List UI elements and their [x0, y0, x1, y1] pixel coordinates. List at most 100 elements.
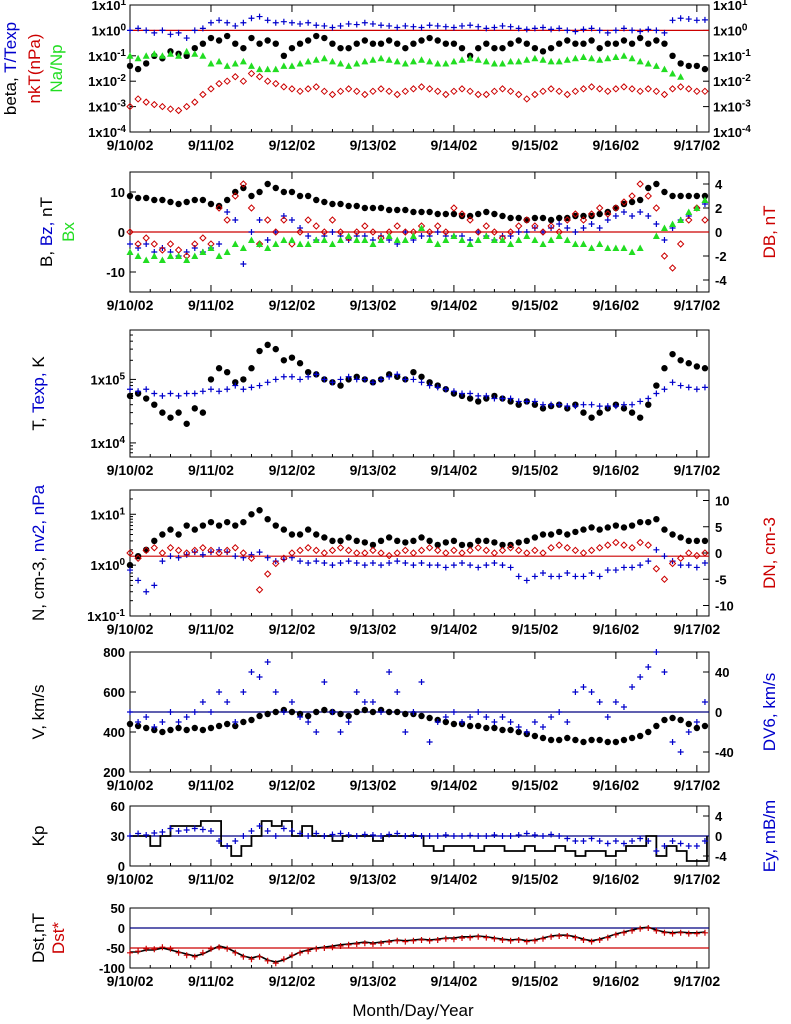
data-point-plus	[612, 403, 619, 410]
data-point-plus	[701, 384, 708, 391]
data-point-dot	[515, 539, 522, 546]
data-point-dot	[442, 40, 450, 47]
x-tick-label: 9/13/02	[350, 137, 397, 153]
data-point-plus	[280, 825, 287, 832]
data-point-plus	[305, 948, 312, 955]
data-point-dot	[142, 194, 150, 202]
data-point-plus	[280, 709, 287, 715]
data-point-dot	[126, 62, 134, 70]
data-point-diamond	[425, 544, 434, 552]
data-point-dot	[653, 722, 660, 730]
y-tick-label-left: -10	[106, 265, 125, 280]
data-point-plus	[378, 22, 385, 29]
data-point-dot	[207, 200, 215, 208]
data-point-diamond	[272, 228, 280, 236]
data-point-dot	[232, 40, 239, 47]
data-point-plus	[693, 719, 700, 725]
data-point-diamond	[166, 105, 175, 113]
data-point-dot	[215, 37, 223, 44]
data-point-dot	[539, 48, 547, 55]
data-point-triangle	[215, 57, 223, 65]
data-point-diamond	[199, 234, 207, 242]
data-point-plus	[701, 929, 708, 936]
data-point-plus	[459, 833, 466, 839]
data-point-diamond	[685, 549, 693, 557]
data-point-plus	[499, 833, 506, 839]
data-point-plus	[661, 29, 668, 36]
data-point-plus	[620, 209, 627, 215]
data-point-plus	[151, 582, 158, 589]
data-point-plus	[604, 403, 611, 410]
data-point-plus	[572, 934, 579, 941]
data-point-plus	[426, 937, 433, 944]
x-tick-label: 9/10/02	[107, 973, 154, 989]
data-point-diamond	[604, 541, 612, 549]
data-point-diamond	[514, 90, 523, 99]
data-point-diamond	[199, 90, 207, 99]
data-point-plus	[127, 949, 133, 956]
data-point-dot	[596, 210, 603, 218]
data-point-diamond	[191, 546, 199, 555]
data-point-dot	[272, 184, 279, 192]
y-tick-label-left: 0	[118, 859, 125, 874]
y-axis-title-left-2: nkT(nPa)	[25, 34, 44, 104]
data-point-diamond	[126, 102, 134, 111]
data-point-plus	[539, 935, 546, 942]
data-point-triangle	[126, 52, 134, 59]
data-point-plus	[629, 213, 636, 219]
y-tick-label-right: 0	[715, 829, 722, 844]
data-point-plus	[232, 719, 239, 725]
data-point-plus	[580, 26, 587, 33]
data-point-diamond	[401, 228, 410, 236]
data-point-plus	[216, 388, 223, 395]
data-point-plus	[507, 233, 514, 239]
data-point-dot	[248, 365, 255, 372]
data-point-dot	[321, 34, 328, 42]
data-point-dot	[288, 44, 296, 52]
data-point-plus	[491, 560, 498, 567]
data-point-diamond	[434, 87, 442, 96]
data-point-diamond	[191, 98, 199, 106]
data-point-diamond	[474, 228, 482, 236]
data-point-dot	[191, 724, 198, 732]
x-tick-label: 9/14/02	[431, 777, 478, 793]
data-point-dot	[410, 40, 417, 47]
series-dot	[126, 32, 709, 73]
x-tick-label: 9/16/02	[593, 621, 640, 637]
data-point-diamond	[547, 222, 555, 230]
data-point-dot	[685, 62, 692, 70]
data-point-triangle	[612, 244, 620, 251]
data-point-dot	[240, 718, 247, 726]
y-axis-title-left-part: nT	[37, 197, 56, 222]
data-point-triangle	[215, 252, 223, 259]
data-point-plus	[442, 714, 449, 720]
data-point-plus	[402, 376, 409, 383]
data-point-triangle	[207, 244, 215, 251]
data-point-plus	[345, 719, 352, 725]
x-tick-label: 9/12/02	[269, 297, 316, 313]
data-point-plus	[337, 560, 344, 567]
data-point-dot	[458, 44, 466, 52]
series-dot	[126, 341, 709, 427]
y-tick-label-right: 0	[715, 546, 722, 561]
data-point-triangle	[231, 240, 239, 247]
data-point-diamond	[563, 544, 571, 552]
data-point-plus	[256, 823, 263, 829]
y-axis-title-right: Ey, mB/m	[760, 800, 779, 872]
data-point-plus	[143, 27, 150, 34]
data-point-triangle	[499, 59, 507, 67]
data-point-triangle	[426, 57, 434, 65]
data-point-plus	[661, 929, 668, 936]
data-point-plus	[386, 669, 393, 675]
data-point-triangle	[183, 47, 191, 55]
y-tick-label-left: 1x100	[92, 22, 127, 38]
data-point-plus	[394, 558, 401, 565]
data-point-triangle	[377, 54, 385, 62]
data-point-plus	[564, 933, 571, 939]
data-point-triangle	[693, 204, 701, 211]
data-point-dot	[491, 44, 498, 52]
data-point-dot	[223, 32, 231, 40]
series-triangle	[126, 47, 685, 80]
data-point-diamond	[539, 87, 547, 96]
data-point-diamond	[531, 222, 539, 230]
